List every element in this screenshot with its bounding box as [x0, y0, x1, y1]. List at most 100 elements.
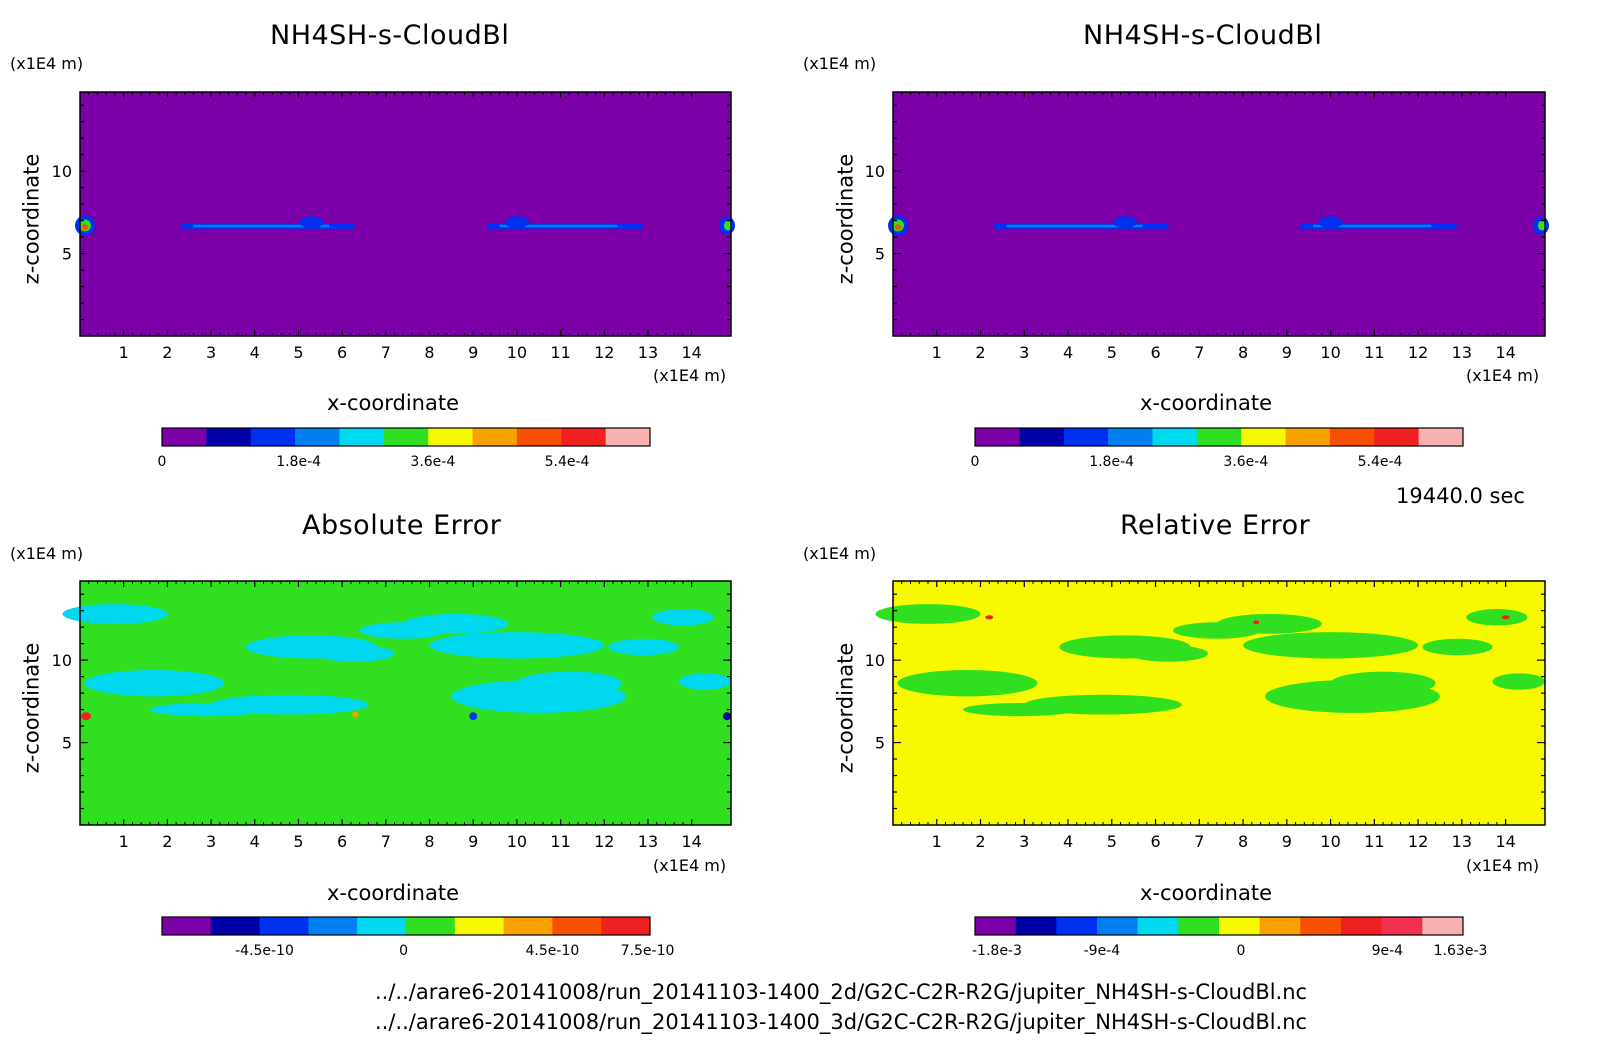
colorbar-swatch: [1374, 428, 1420, 446]
error-region: [84, 670, 225, 697]
cloud-core: [499, 224, 618, 228]
y-tick-label: 5: [875, 734, 885, 753]
colorbar-tick-label: 5.4e-4: [545, 454, 590, 470]
field-background: [80, 92, 731, 336]
colorbar-frame: [974, 916, 1464, 936]
y-axis-label: z-coordinate: [833, 642, 858, 774]
plot-frame: [79, 91, 732, 337]
colorbar-swatch: [1418, 428, 1464, 446]
colorbar-swatch: [1063, 428, 1109, 446]
y-tick-label: 10: [52, 651, 72, 670]
colorbar-swatch: [1196, 428, 1242, 446]
colorbar-swatch: [428, 428, 474, 446]
x-unit-label: (x1E4 m): [1466, 366, 1540, 385]
error-region: [359, 622, 448, 639]
x-tick-label: 13: [638, 343, 658, 362]
y-tick-label: 5: [62, 734, 72, 753]
colorbar-tick-label: 7.5e-10: [621, 943, 675, 959]
x-tick-label: 4: [1063, 343, 1073, 362]
colorbar-swatch: [975, 917, 1017, 935]
colorbar-swatch: [552, 917, 602, 935]
error-region: [1129, 645, 1209, 662]
x-tick-label: 3: [206, 832, 216, 851]
panel-title: NH4SH-s-CloudBl: [1083, 20, 1323, 51]
x-tick-label: 13: [1452, 832, 1472, 851]
x-tick-label: 1: [119, 343, 129, 362]
colorbar-swatch: [605, 428, 651, 446]
x-tick-label: 10: [1320, 832, 1340, 851]
panel-title: Absolute Error: [302, 510, 502, 541]
colorbar-swatch: [561, 428, 607, 446]
y-axis-label: z-coordinate: [19, 642, 44, 774]
y-tick-label: 10: [865, 651, 885, 670]
y-unit-label: (x1E4 m): [10, 54, 84, 73]
colorbar-tick-label: 9e-4: [1372, 943, 1404, 959]
x-tick-label: 4: [250, 832, 260, 851]
x-tick-label: 4: [1063, 832, 1073, 851]
x-axis-label: x-coordinate: [1140, 881, 1273, 905]
x-tick-label: 1: [932, 832, 942, 851]
y-unit-label: (x1E4 m): [803, 544, 877, 563]
time-label: 19440.0 sec: [1396, 484, 1525, 508]
x-tick-label: 12: [1408, 832, 1428, 851]
x-tick-label: 9: [468, 832, 478, 851]
plot-frame: [892, 580, 1546, 826]
field-background: [893, 92, 1545, 336]
x-tick-label: 11: [1364, 343, 1384, 362]
x-unit-label: (x1E4 m): [1466, 856, 1540, 875]
y-tick-label: 10: [865, 162, 885, 181]
x-tick-label: 5: [293, 832, 303, 851]
colorbar-swatch: [472, 428, 518, 446]
colorbar-tick-label: 3.6e-4: [1223, 454, 1268, 470]
colorbar-swatch: [1285, 428, 1331, 446]
cloud-core: [1313, 224, 1432, 228]
x-tick-label: 4: [250, 343, 260, 362]
colorbar-swatch: [250, 428, 296, 446]
error-region: [897, 670, 1038, 697]
colorbar-swatch: [1152, 428, 1198, 446]
x-tick-label: 9: [1282, 832, 1292, 851]
x-tick-label: 7: [1194, 343, 1204, 362]
colorbar-swatch: [1137, 917, 1179, 935]
error-region: [62, 604, 168, 624]
x-unit-label: (x1E4 m): [653, 366, 727, 385]
colorbar-swatch: [210, 917, 261, 935]
x-tick-label: 3: [1019, 832, 1029, 851]
colorbar-swatch: [162, 917, 212, 935]
colorbar-tick-label: -9e-4: [1084, 943, 1121, 959]
colorbar-frame: [974, 427, 1464, 447]
x-tick-label: 11: [550, 343, 570, 362]
x-tick-label: 10: [507, 343, 527, 362]
colorbar-swatch: [259, 917, 309, 935]
x-tick-label: 8: [424, 832, 434, 851]
x-axis-label: x-coordinate: [327, 391, 460, 415]
colorbar-swatch: [516, 428, 562, 446]
colorbar-swatch: [1241, 428, 1287, 446]
colorbar-swatch: [162, 428, 207, 446]
x-tick-label: 6: [337, 343, 347, 362]
x-tick-label: 8: [1238, 832, 1248, 851]
x-tick-label: 2: [162, 343, 172, 362]
colorbar-tick-label: 0: [399, 943, 408, 959]
x-tick-label: 5: [1107, 343, 1117, 362]
x-axis-label: x-coordinate: [1140, 391, 1273, 415]
colorbar-swatch: [1381, 917, 1423, 935]
colorbar-tick-label: 1.8e-4: [276, 454, 321, 470]
panel-title: NH4SH-s-CloudBl: [270, 20, 510, 51]
x-tick-label: 7: [1194, 832, 1204, 851]
colorbar-tick-label: 0: [158, 454, 167, 470]
colorbar-tick-label: -4.5e-10: [235, 943, 294, 959]
error-region: [516, 671, 622, 695]
colorbar-swatch: [295, 428, 340, 446]
y-tick-label: 10: [52, 162, 72, 181]
colorbar-tick-label: 4.5e-10: [526, 943, 580, 959]
error-spot: [723, 712, 731, 721]
x-tick-label: 1: [932, 343, 942, 362]
colorbar-swatch: [1056, 917, 1098, 935]
error-spot: [1501, 615, 1510, 620]
x-tick-label: 9: [1282, 343, 1292, 362]
colorbar-tick-label: 5.4e-4: [1358, 454, 1403, 470]
y-axis-label: z-coordinate: [19, 153, 44, 285]
